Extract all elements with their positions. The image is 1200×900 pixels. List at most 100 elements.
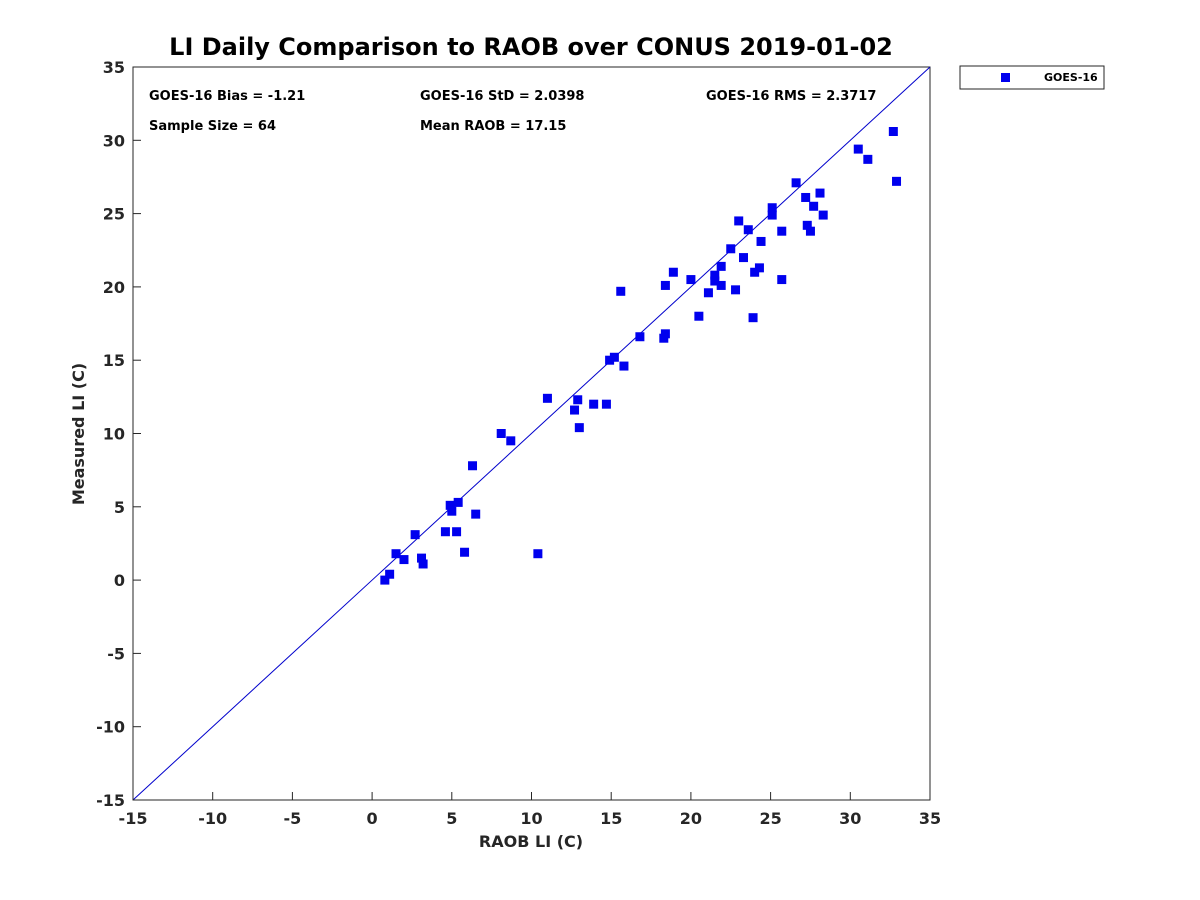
reference-line [132,66,931,801]
data-point [619,361,629,371]
data-point [892,176,902,186]
data-point [694,311,704,321]
data-point [716,280,726,290]
data-point [660,329,670,339]
x-axis-label: RAOB LI (C) [479,832,583,851]
data-point [440,527,450,537]
data-point [668,267,678,277]
data-point [418,559,428,569]
y-tick-label: -10 [96,718,125,737]
x-axis-ticks: -15 -10 -5 0 5 10 15 20 25 30 35 [119,792,941,828]
data-point [801,192,811,202]
x-tick-label: 10 [520,809,542,828]
y-tick-label: 20 [103,278,125,297]
y-tick-label: 30 [103,131,125,150]
x-tick-label: 35 [919,809,941,828]
stat-sample-size: Sample Size = 64 [149,119,276,134]
data-point [570,405,580,415]
data-point [750,267,760,277]
data-point [710,276,720,286]
data-point [802,220,812,230]
y-tick-label: 5 [114,498,125,517]
x-tick-label: -15 [119,809,148,828]
data-point [734,216,744,226]
x-tick-label: 5 [446,809,457,828]
data-point [635,332,645,342]
data-point [385,569,395,579]
data-point [726,244,736,254]
data-point [748,313,758,323]
data-point [399,555,409,565]
x-tick-label: 30 [839,809,861,828]
data-point [496,429,506,438]
data-point [809,201,819,211]
stat-std: GOES-16 StD = 2.0398 [420,89,584,104]
data-point [410,530,420,540]
data-point [805,226,815,236]
chart-title: LI Daily Comparison to RAOB over CONUS 2… [169,33,893,61]
data-point [609,352,619,362]
y-tick-label: 0 [114,571,125,590]
y-tick-label: -15 [96,791,125,810]
x-tick-label: 25 [759,809,781,828]
data-point [453,497,463,507]
data-point [445,500,455,510]
stat-bias: GOES-16 Bias = -1.21 [149,89,305,104]
data-point [417,553,427,563]
data-point [777,226,787,236]
data-point [731,285,741,295]
data-point [767,203,777,213]
data-point [542,393,552,403]
legend-marker [1001,73,1010,82]
data-point [818,210,828,220]
x-tick-label: -5 [284,809,302,828]
data-point [767,210,777,220]
data-point [777,275,787,285]
data-point [686,275,696,285]
legend-label: GOES-16 [1044,71,1098,84]
data-point [754,263,764,273]
data-point [380,575,390,585]
plot-area [132,66,931,801]
stats-annotations: GOES-16 Bias = -1.21 GOES-16 StD = 2.039… [149,89,876,134]
y-tick-label: 10 [103,425,125,444]
data-point [506,436,516,446]
data-point [460,547,470,557]
data-point [743,225,753,235]
data-point [468,461,478,471]
data-point [756,236,766,246]
data-point [605,355,615,365]
data-point [888,127,898,137]
data-point [703,288,713,298]
data-point [601,399,611,409]
y-axis-label: Measured LI (C) [69,363,88,505]
stat-mean-raob: Mean RAOB = 17.15 [420,119,566,134]
data-point [815,188,825,198]
data-point [853,144,863,154]
y-axis-ticks: -15 -10 -5 0 5 10 15 20 25 30 35 [96,58,141,810]
data-point [660,280,670,290]
data-point [573,395,583,405]
data-point [447,506,457,516]
stat-rms: GOES-16 RMS = 2.3717 [706,89,876,104]
data-point [589,399,599,409]
y-tick-label: 15 [103,351,125,370]
x-tick-label: 0 [367,809,378,828]
y-tick-label: 25 [103,205,125,224]
data-points [380,127,902,585]
data-point [391,549,401,559]
data-point [791,178,801,188]
data-point [716,261,726,271]
y-tick-label: -5 [107,644,125,663]
legend: GOES-16 [959,65,1105,90]
data-point [574,423,584,433]
y-tick-label: 35 [103,58,125,77]
data-point [533,549,543,559]
data-point [452,527,462,537]
data-point [739,253,749,263]
x-tick-label: 15 [600,809,622,828]
data-point [710,270,720,280]
data-point [471,509,481,519]
x-tick-label: 20 [680,809,702,828]
data-point [863,154,873,164]
